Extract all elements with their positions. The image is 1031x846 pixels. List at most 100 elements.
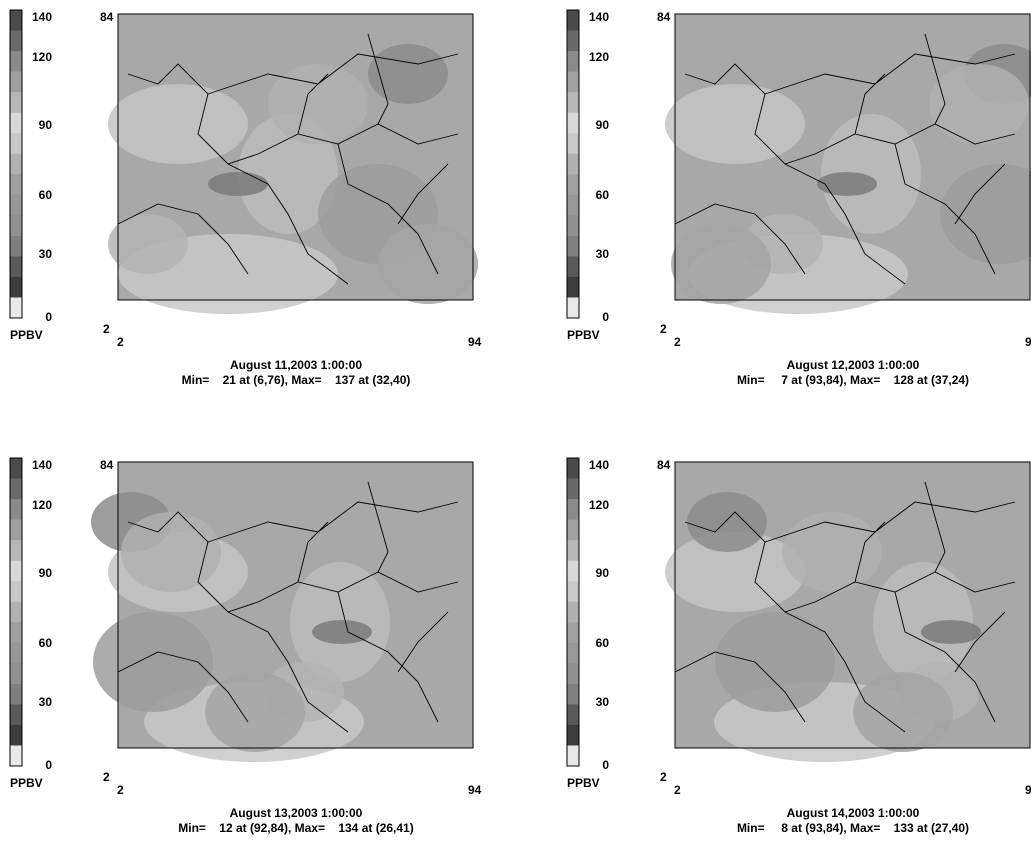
concentration-area xyxy=(108,84,248,164)
axis-label: 2 xyxy=(103,770,110,784)
scale-band xyxy=(567,479,579,500)
scale-band xyxy=(567,663,579,684)
axis-label: 84 xyxy=(657,458,671,472)
scale-band xyxy=(567,684,579,705)
scale-label: 140 xyxy=(32,10,52,24)
concentration-area xyxy=(93,612,213,712)
axis-label: 2 xyxy=(660,322,667,336)
scale-band xyxy=(10,540,22,561)
scale-label: 90 xyxy=(596,118,610,132)
map xyxy=(108,14,478,314)
scale-label: 0 xyxy=(45,758,52,772)
scale-band xyxy=(10,745,22,766)
concentration-area xyxy=(671,224,771,304)
scale-band xyxy=(567,113,579,134)
scale-band xyxy=(567,561,579,582)
scale-label: 30 xyxy=(39,695,53,709)
scale-band xyxy=(10,277,22,298)
scale-band xyxy=(10,643,22,664)
concentration-area xyxy=(782,512,882,592)
scale-band xyxy=(567,72,579,93)
scale-band xyxy=(10,236,22,257)
scale-label: 120 xyxy=(32,498,52,512)
scale-label: 90 xyxy=(39,566,53,580)
scale-label: 60 xyxy=(39,636,53,650)
scale-band xyxy=(567,215,579,236)
scale-label: 60 xyxy=(596,636,610,650)
scale-band xyxy=(567,745,579,766)
scale-label: 0 xyxy=(602,310,609,324)
scale-band xyxy=(567,540,579,561)
scale-band xyxy=(10,704,22,725)
axis-label: 94 xyxy=(468,335,482,349)
scale-unit: PPBV xyxy=(10,776,43,790)
concentration-area xyxy=(121,512,221,592)
scale-band xyxy=(567,297,579,318)
scale-label: 90 xyxy=(596,566,610,580)
scale-band xyxy=(10,602,22,623)
axis-label: 2 xyxy=(674,783,681,797)
concentration-area xyxy=(715,612,835,712)
scale-band xyxy=(567,622,579,643)
scale-label: 30 xyxy=(39,247,53,261)
scale-band xyxy=(10,133,22,154)
map-stats: Min= 8 at (93,84), Max= 133 at (27,40) xyxy=(737,821,969,835)
scale-label: 90 xyxy=(39,118,53,132)
map-date: August 13,2003 1:00:00 xyxy=(230,806,363,820)
axis-label: 94 xyxy=(468,783,482,797)
scale-band xyxy=(10,499,22,520)
scale-band xyxy=(10,581,22,602)
scale-band xyxy=(10,684,22,705)
scale-label: 60 xyxy=(596,188,610,202)
scale-band xyxy=(10,195,22,216)
scale-band xyxy=(10,663,22,684)
scale-band xyxy=(567,92,579,113)
concentration-area xyxy=(368,44,448,104)
scale-unit: PPBV xyxy=(567,776,600,790)
axis-label: 2 xyxy=(674,335,681,349)
scale-band xyxy=(10,561,22,582)
axis-label: 2 xyxy=(117,335,124,349)
concentration-area xyxy=(921,620,981,644)
scale-band xyxy=(567,643,579,664)
scale-label: 140 xyxy=(32,458,52,472)
scale-band xyxy=(10,92,22,113)
axis-label: 84 xyxy=(100,458,114,472)
concentration-area xyxy=(208,172,268,196)
scale-band xyxy=(10,479,22,500)
map-stats: Min= 12 at (92,84), Max= 134 at (26,41) xyxy=(178,821,413,835)
scale-label: 120 xyxy=(589,498,609,512)
scale-band xyxy=(567,458,579,479)
scale-band xyxy=(10,520,22,541)
scale-unit: PPBV xyxy=(567,328,600,342)
map xyxy=(665,462,1030,762)
map-stats: Min= 21 at (6,76), Max= 137 at (32,40) xyxy=(182,373,411,387)
scale-band xyxy=(567,31,579,52)
scale-band xyxy=(567,602,579,623)
map-date: August 12,2003 1:00:00 xyxy=(787,358,920,372)
scale-label: 120 xyxy=(32,50,52,64)
scale-label: 30 xyxy=(596,247,610,261)
scale-band xyxy=(567,51,579,72)
scale-band xyxy=(567,236,579,257)
scale-band xyxy=(10,72,22,93)
scale-label: 140 xyxy=(589,458,609,472)
scale-band xyxy=(10,725,22,746)
scale-band xyxy=(567,277,579,298)
scale-band xyxy=(10,154,22,175)
concentration-area xyxy=(687,492,767,552)
scale-band xyxy=(10,256,22,277)
scale-band xyxy=(567,499,579,520)
axis-label: 2 xyxy=(660,770,667,784)
concentration-area xyxy=(853,672,953,752)
scale-band xyxy=(10,458,22,479)
scale-band xyxy=(10,31,22,52)
scale-band xyxy=(567,133,579,154)
concentration-area xyxy=(312,620,372,644)
scale-unit: PPBV xyxy=(10,328,43,342)
map xyxy=(665,14,1031,314)
axis-label: 2 xyxy=(103,322,110,336)
